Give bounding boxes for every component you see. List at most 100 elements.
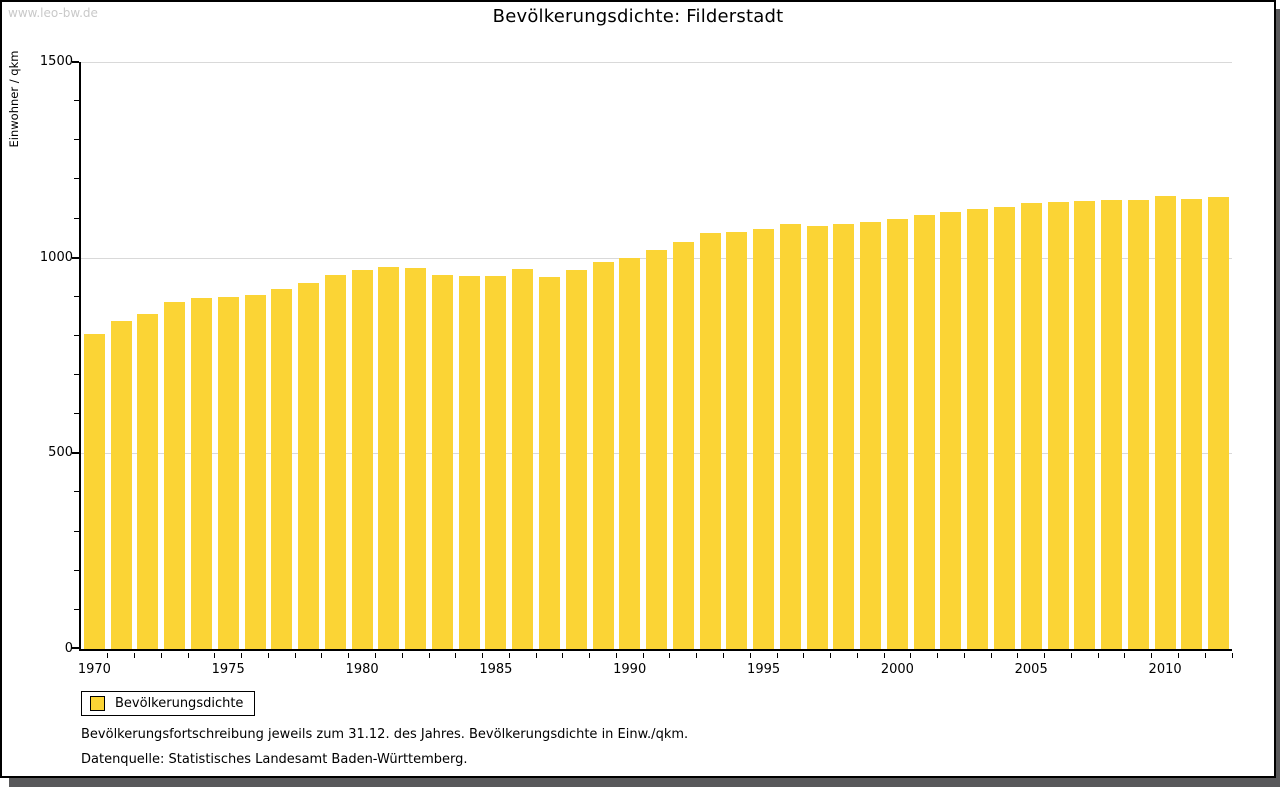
x-tick-label-1990: 1990 bbox=[613, 662, 647, 677]
bar-1995 bbox=[753, 229, 775, 649]
x-tick-18 bbox=[562, 653, 564, 658]
x-tick-33 bbox=[963, 653, 965, 658]
bar-1983 bbox=[431, 275, 453, 649]
bar-1984 bbox=[458, 276, 480, 649]
y-axis-title: Einwohner / qkm bbox=[7, 50, 21, 148]
x-tick-41 bbox=[1178, 653, 1179, 658]
bar-2001 bbox=[913, 215, 935, 649]
x-tick-label-1970: 1970 bbox=[77, 662, 111, 677]
x-tick-38 bbox=[1097, 653, 1099, 658]
footnote-data-source: Datenquelle: Statistisches Landesamt Bad… bbox=[81, 752, 468, 767]
x-tick-label-1980: 1980 bbox=[345, 662, 379, 677]
x-tick-36 bbox=[1044, 653, 1046, 658]
legend-label: Bevölkerungsdichte bbox=[115, 696, 244, 711]
x-tick-14 bbox=[455, 653, 457, 658]
x-tick-39 bbox=[1124, 653, 1126, 658]
bar-1972 bbox=[137, 314, 159, 649]
y-tick-label-1500: 1500 bbox=[39, 54, 73, 69]
bar-1990 bbox=[619, 258, 641, 649]
legend-box: Bevölkerungsdichte bbox=[81, 691, 256, 716]
footnote-source-note: Bevölkerungsfortschreibung jeweils zum 3… bbox=[81, 727, 689, 742]
bar-1992 bbox=[672, 242, 694, 649]
x-tick-6 bbox=[241, 653, 243, 658]
x-tick-40 bbox=[1151, 653, 1153, 658]
bar-1975 bbox=[217, 297, 239, 649]
bar-1976 bbox=[244, 295, 266, 649]
y-major-tick-0 bbox=[72, 647, 79, 649]
x-tick-3 bbox=[160, 653, 162, 658]
x-tick-7 bbox=[267, 653, 269, 658]
bar-1980 bbox=[351, 270, 373, 649]
x-tick-13 bbox=[428, 653, 430, 658]
x-tick-4 bbox=[187, 653, 189, 658]
x-tick-2 bbox=[134, 653, 135, 658]
bar-1996 bbox=[779, 224, 801, 649]
y-minor-tick-700 bbox=[74, 374, 79, 375]
bar-1974 bbox=[191, 298, 212, 649]
x-tick-label-2000: 2000 bbox=[880, 662, 914, 677]
y-minor-tick-200 bbox=[74, 570, 79, 571]
x-tick-17 bbox=[535, 653, 537, 658]
bar-2008 bbox=[1101, 200, 1122, 649]
bar-1991 bbox=[646, 250, 667, 649]
chart-title: Bevölkerungsdichte: Filderstadt bbox=[492, 6, 784, 27]
bar-1977 bbox=[271, 289, 293, 649]
y-minor-tick-400 bbox=[74, 491, 79, 492]
bar-1979 bbox=[324, 275, 346, 649]
x-tick-23 bbox=[696, 653, 698, 658]
bar-1999 bbox=[860, 222, 882, 649]
x-tick-label-1975: 1975 bbox=[211, 662, 245, 677]
bar-2002 bbox=[940, 212, 962, 649]
y-major-tick-1000 bbox=[72, 256, 79, 259]
x-tick-9 bbox=[321, 653, 323, 658]
x-tick-8 bbox=[294, 653, 296, 658]
bar-1986 bbox=[512, 269, 534, 649]
bar-1993 bbox=[699, 233, 721, 649]
x-tick-19 bbox=[589, 653, 591, 658]
x-tick-10 bbox=[348, 653, 350, 658]
bar-1982 bbox=[405, 268, 427, 649]
legend-swatch bbox=[90, 696, 105, 711]
y-minor-tick-900 bbox=[74, 296, 79, 297]
bar-1987 bbox=[538, 277, 560, 649]
watermark-text: www.leo-bw.de bbox=[8, 6, 98, 20]
bar-2006 bbox=[1047, 202, 1069, 649]
bar-1988 bbox=[565, 270, 587, 649]
bar-2000 bbox=[886, 219, 908, 649]
y-minor-tick-300 bbox=[74, 531, 79, 532]
x-tick-12 bbox=[401, 653, 403, 658]
y-major-tick-1500 bbox=[72, 61, 79, 63]
bar-1998 bbox=[833, 224, 855, 649]
bar-1994 bbox=[726, 232, 748, 649]
y-minor-tick-1400 bbox=[74, 100, 79, 101]
plot-area: 0 500 1000 1500 1970 1975 1980 1985 1990 1995 2000… bbox=[40, 54, 1233, 677]
bar-1978 bbox=[298, 283, 319, 649]
bar-1971 bbox=[110, 321, 132, 649]
x-tick-20 bbox=[615, 653, 617, 658]
x-tick-1 bbox=[107, 653, 109, 658]
y-minor-tick-600 bbox=[74, 413, 79, 414]
bar-1997 bbox=[806, 226, 828, 649]
y-tick-label-1000: 1000 bbox=[39, 249, 73, 265]
bar-2012 bbox=[1208, 197, 1230, 649]
bar-2009 bbox=[1127, 200, 1149, 649]
y-minor-tick-1200 bbox=[74, 178, 79, 179]
x-tick-37 bbox=[1070, 653, 1072, 658]
y-minor-tick-100 bbox=[74, 609, 79, 610]
x-tick-31 bbox=[910, 653, 912, 658]
gridline-1500 bbox=[81, 62, 1232, 63]
x-tick-27 bbox=[803, 653, 805, 658]
y-tick-label-0: 0 bbox=[64, 641, 73, 656]
x-tick-label-2005: 2005 bbox=[1014, 662, 1048, 677]
y-minor-tick-800 bbox=[74, 335, 79, 336]
x-tick-label-2010: 2010 bbox=[1148, 662, 1182, 677]
x-tick-26 bbox=[776, 653, 778, 658]
y-minor-tick-1100 bbox=[74, 218, 79, 219]
x-tick-label-1985: 1985 bbox=[479, 662, 513, 677]
bar-1973 bbox=[164, 302, 186, 649]
bar-1985 bbox=[485, 276, 507, 649]
y-minor-tick-1300 bbox=[74, 139, 79, 140]
x-tick-24 bbox=[722, 653, 724, 658]
x-tick-5 bbox=[214, 653, 216, 658]
x-tick-15 bbox=[482, 653, 483, 658]
